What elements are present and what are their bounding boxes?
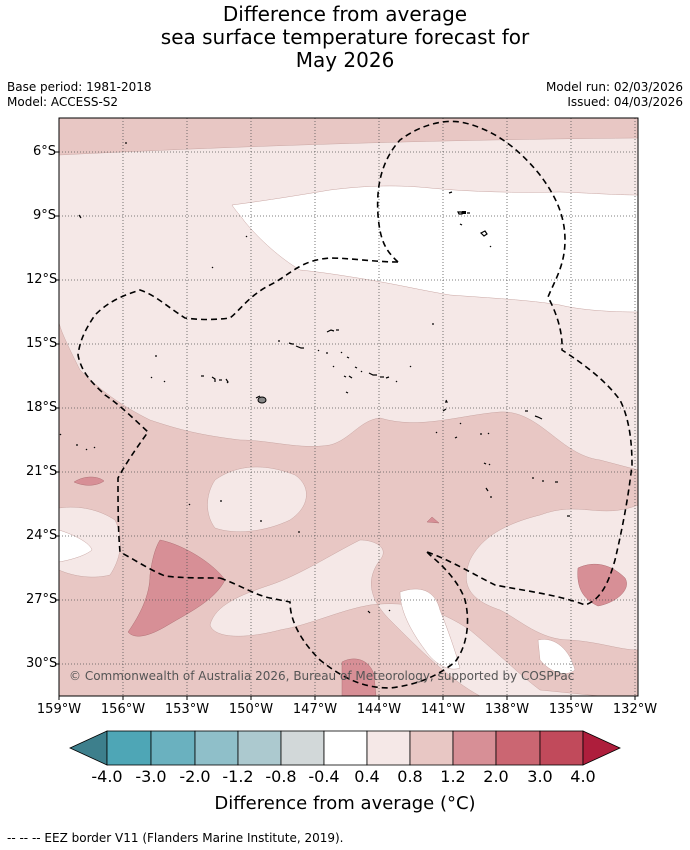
lat-label: 27°S <box>26 592 58 607</box>
anomaly-band-0.4-0.8 <box>59 506 121 578</box>
lon-label: 141°W <box>420 702 466 717</box>
colorbar-tick: -0.8 <box>265 767 297 786</box>
anomaly-band-1.2-2.0 <box>426 516 440 524</box>
colorbar-tick: -2.0 <box>179 767 211 786</box>
colorbar-segment <box>150 730 196 766</box>
colorbar-tick: -0.4 <box>308 767 340 786</box>
lat-label: 15°S <box>26 336 58 351</box>
lon-label: 135°W <box>548 702 594 717</box>
lat-label: 6°S <box>32 144 56 159</box>
island-large <box>257 396 267 404</box>
anomaly-band-neutral <box>399 588 461 670</box>
model-name: Model: ACCESS-S2 <box>7 95 119 109</box>
colorbar-tick: 1.2 <box>440 767 466 786</box>
colorbar-tick: 4.0 <box>570 767 596 786</box>
title-line-3: May 2026 <box>295 48 395 72</box>
colorbar-tick: 0.4 <box>354 767 380 786</box>
map-area <box>59 118 638 696</box>
colorbar-segment <box>539 730 584 766</box>
colorbar-segment <box>280 730 325 766</box>
meta-left: Base period: 1981-2018 Model: ACCESS-S2 <box>7 80 152 110</box>
lat-label: 18°S <box>26 400 58 415</box>
lon-label: 153°W <box>164 702 210 717</box>
lon-label: 138°W <box>484 702 530 717</box>
colorbar-segment <box>194 730 239 766</box>
colorbar-segment <box>409 730 454 766</box>
anomaly-band-neutral <box>537 639 576 674</box>
eez-border <box>77 120 633 689</box>
anomaly-band-1.2-2.0 <box>577 563 627 607</box>
colorbar-segment <box>237 730 282 766</box>
issued-date: Issued: 04/03/2026 <box>567 95 683 109</box>
lon-label: 144°W <box>356 702 402 717</box>
colorbar-segment <box>452 730 497 766</box>
colorbar-tick: 0.8 <box>397 767 423 786</box>
axis-ticks <box>55 151 636 700</box>
map-frame <box>58 117 639 697</box>
colorbar-segment <box>495 730 541 766</box>
anomaly-band-neutral <box>59 529 93 563</box>
eez-legend-note: -- -- -- EEZ border V11 (Flanders Marine… <box>7 831 344 845</box>
anomaly-band-0.4-0.8 <box>207 466 307 532</box>
colorbar-tick: -1.2 <box>222 767 254 786</box>
colorbar-tick: -3.0 <box>135 767 167 786</box>
lon-label: 150°W <box>228 702 274 717</box>
copyright-text: © Commonwealth of Australia 2026, Bureau… <box>69 669 575 683</box>
colorbar-tick: 2.0 <box>483 767 509 786</box>
colorbar-segment <box>106 730 152 766</box>
graticule <box>59 118 638 696</box>
model-run: Model run: 02/03/2026 <box>545 80 683 94</box>
colorbar <box>69 730 621 766</box>
colorbar-arrow-left <box>69 730 108 766</box>
title-line-2: sea surface temperature forecast for <box>160 25 530 49</box>
colorbar-tick: -4.0 <box>91 767 123 786</box>
meta-right: Model run: 02/03/2026 Issued: 04/03/2026 <box>546 80 683 110</box>
base-period: Base period: 1981-2018 <box>7 80 152 94</box>
lat-label: 24°S <box>26 528 58 543</box>
island-small <box>462 211 466 214</box>
lon-label: 132°W <box>612 702 658 717</box>
anomaly-band-1.2-2.0 <box>127 539 226 637</box>
anomaly-band-0.4-0.8 <box>466 504 638 651</box>
islands <box>59 142 570 614</box>
chart-title: Difference from average sea surface temp… <box>0 3 690 72</box>
lat-label: 30°S <box>26 656 58 671</box>
lat-label: 21°S <box>26 464 58 479</box>
lon-label: 147°W <box>292 702 338 717</box>
colorbar-tick: 3.0 <box>527 767 553 786</box>
anomaly-band-1.2-2.0 <box>73 476 105 486</box>
colorbar-title: Difference from average (°C) <box>214 793 476 814</box>
colorbar-segment <box>366 730 411 766</box>
lon-label: 156°W <box>100 702 146 717</box>
title-line-1: Difference from average <box>222 2 468 26</box>
anomaly-band-1.2-2.0 <box>341 658 377 696</box>
colorbar-segment <box>323 730 368 766</box>
lon-label: 159°W <box>36 702 82 717</box>
lat-label: 12°S <box>26 272 58 287</box>
colorbar-arrow-right <box>582 730 621 766</box>
lat-label: 9°S <box>32 208 56 223</box>
